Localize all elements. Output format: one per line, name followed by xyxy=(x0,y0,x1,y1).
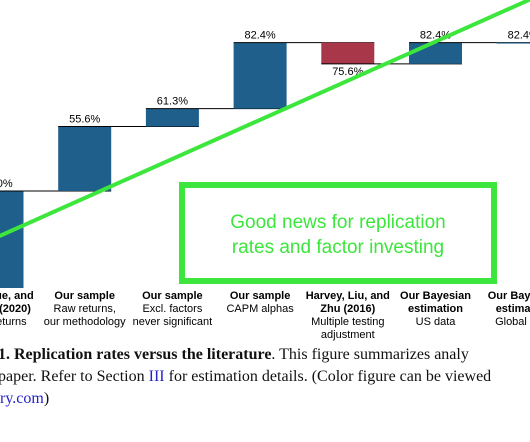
bar xyxy=(496,42,530,44)
highlight-arrow xyxy=(0,0,530,238)
caption-line: ry.com) xyxy=(0,390,49,408)
category-title: Our sample xyxy=(54,290,115,302)
caption-line: paper. Refer to Section III for estimati… xyxy=(0,368,491,386)
value-label: 82.4% xyxy=(508,30,530,42)
value-label: 61.3% xyxy=(157,96,188,108)
category-title: Harvey, Liu, and xyxy=(306,290,390,302)
bar xyxy=(0,190,24,288)
bar xyxy=(233,42,287,109)
bar xyxy=(321,42,375,64)
bar xyxy=(409,42,462,64)
category-detail: CAPM alphas xyxy=(226,303,294,315)
category-detail: adjustment xyxy=(321,329,375,341)
chart: 35.0%Hou, Xue, andZhang (2020)Raw return… xyxy=(0,0,530,341)
caption-text: . This figure summarizes analy xyxy=(271,346,469,363)
category-title: Our Bayesian xyxy=(400,290,471,302)
bar xyxy=(145,108,199,127)
category-detail: Excl. factors xyxy=(142,303,202,315)
caption-link[interactable]: ry.com xyxy=(0,390,44,407)
category-title: estimation xyxy=(496,303,530,315)
category-detail: our methodology xyxy=(44,316,126,328)
category-detail: Global data xyxy=(495,316,530,328)
category-title: Our sample xyxy=(142,290,203,302)
category-title: estimation xyxy=(408,303,463,315)
category-detail: Multiple testing xyxy=(311,316,384,328)
category-detail: US data xyxy=(416,316,457,328)
caption-line: 1. Replication rates versus the literatu… xyxy=(0,346,469,364)
category-detail: Raw returns xyxy=(0,316,27,328)
bar xyxy=(58,126,112,191)
category-title: Zhu (2016) xyxy=(320,303,375,315)
caption-link[interactable]: III xyxy=(148,368,165,385)
category-detail: never significant xyxy=(133,316,213,328)
value-label: 75.6% xyxy=(332,66,363,78)
category-title: Zhang (2020) xyxy=(0,303,31,315)
annotation-text: Good news for replication xyxy=(230,212,445,233)
value-label: 55.6% xyxy=(69,113,100,125)
annotation-box xyxy=(179,182,497,284)
caption-bold: 1. Replication rates versus the literatu… xyxy=(0,346,272,363)
annotation-text: rates and factor investing xyxy=(232,237,444,258)
category-title: Our Bayesian xyxy=(488,290,530,302)
caption-text: for estimation details. (Color figure ca… xyxy=(164,368,492,385)
caption-text: ) xyxy=(43,390,50,407)
category-detail: Raw returns, xyxy=(54,303,116,315)
caption-text: paper. Refer to Section xyxy=(0,368,149,385)
category-title: Hou, Xue, and xyxy=(0,290,34,302)
value-label: 82.4% xyxy=(244,30,275,42)
value-label: 35.0% xyxy=(0,178,13,190)
category-title: Our sample xyxy=(230,290,291,302)
